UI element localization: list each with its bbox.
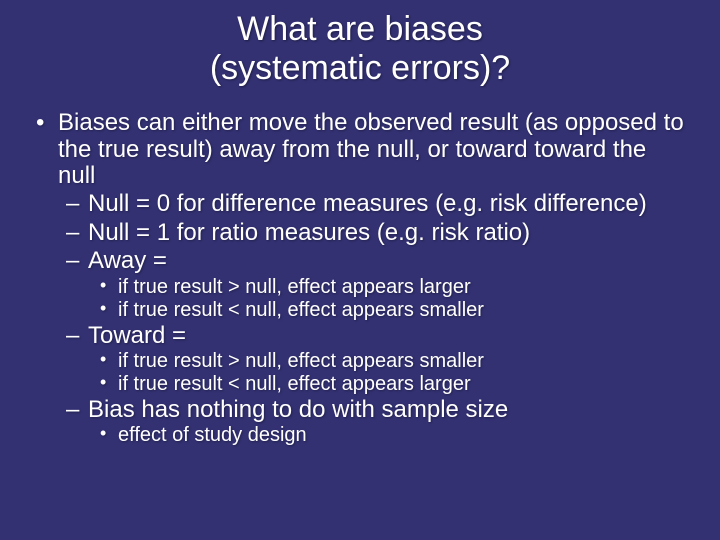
bullet-bias-sample-text: Bias has nothing to do with sample size (88, 396, 508, 423)
bullet-study-design: effect of study design (118, 424, 690, 446)
bullet-away: Away = if true result > null, effect app… (88, 248, 690, 320)
slide-body: Biases can either move the observed resu… (30, 110, 690, 446)
bullet-list-level-1: Biases can either move the observed resu… (30, 110, 690, 446)
bullet-toward-text: Toward = (88, 322, 186, 349)
bullet-away-b: if true result < null, effect appears sm… (118, 299, 690, 321)
bullet-list-level-3-away: if true result > null, effect appears la… (88, 276, 690, 321)
bullet-main: Biases can either move the observed resu… (58, 110, 690, 446)
title-line-2: (systematic errors)? (210, 49, 510, 87)
bullet-toward-b: if true result < null, effect appears la… (118, 373, 690, 395)
bullet-main-text: Biases can either move the observed resu… (58, 109, 684, 189)
bullet-list-level-2: Null = 0 for difference measures (e.g. r… (58, 191, 690, 446)
bullet-null1: Null = 1 for ratio measures (e.g. risk r… (88, 220, 690, 246)
slide-title: What are biases (systematic errors)? (30, 10, 690, 88)
bullet-away-a: if true result > null, effect appears la… (118, 276, 690, 298)
bullet-bias-sample: Bias has nothing to do with sample size … (88, 397, 690, 446)
slide: What are biases (systematic errors)? Bia… (0, 0, 720, 540)
bullet-list-level-3-design: effect of study design (88, 424, 690, 446)
bullet-list-level-3-toward: if true result > null, effect appears sm… (88, 350, 690, 395)
bullet-away-text: Away = (88, 247, 167, 274)
bullet-null0: Null = 0 for difference measures (e.g. r… (88, 191, 690, 217)
title-line-1: What are biases (237, 10, 483, 48)
bullet-toward: Toward = if true result > null, effect a… (88, 323, 690, 395)
bullet-toward-a: if true result > null, effect appears sm… (118, 350, 690, 372)
